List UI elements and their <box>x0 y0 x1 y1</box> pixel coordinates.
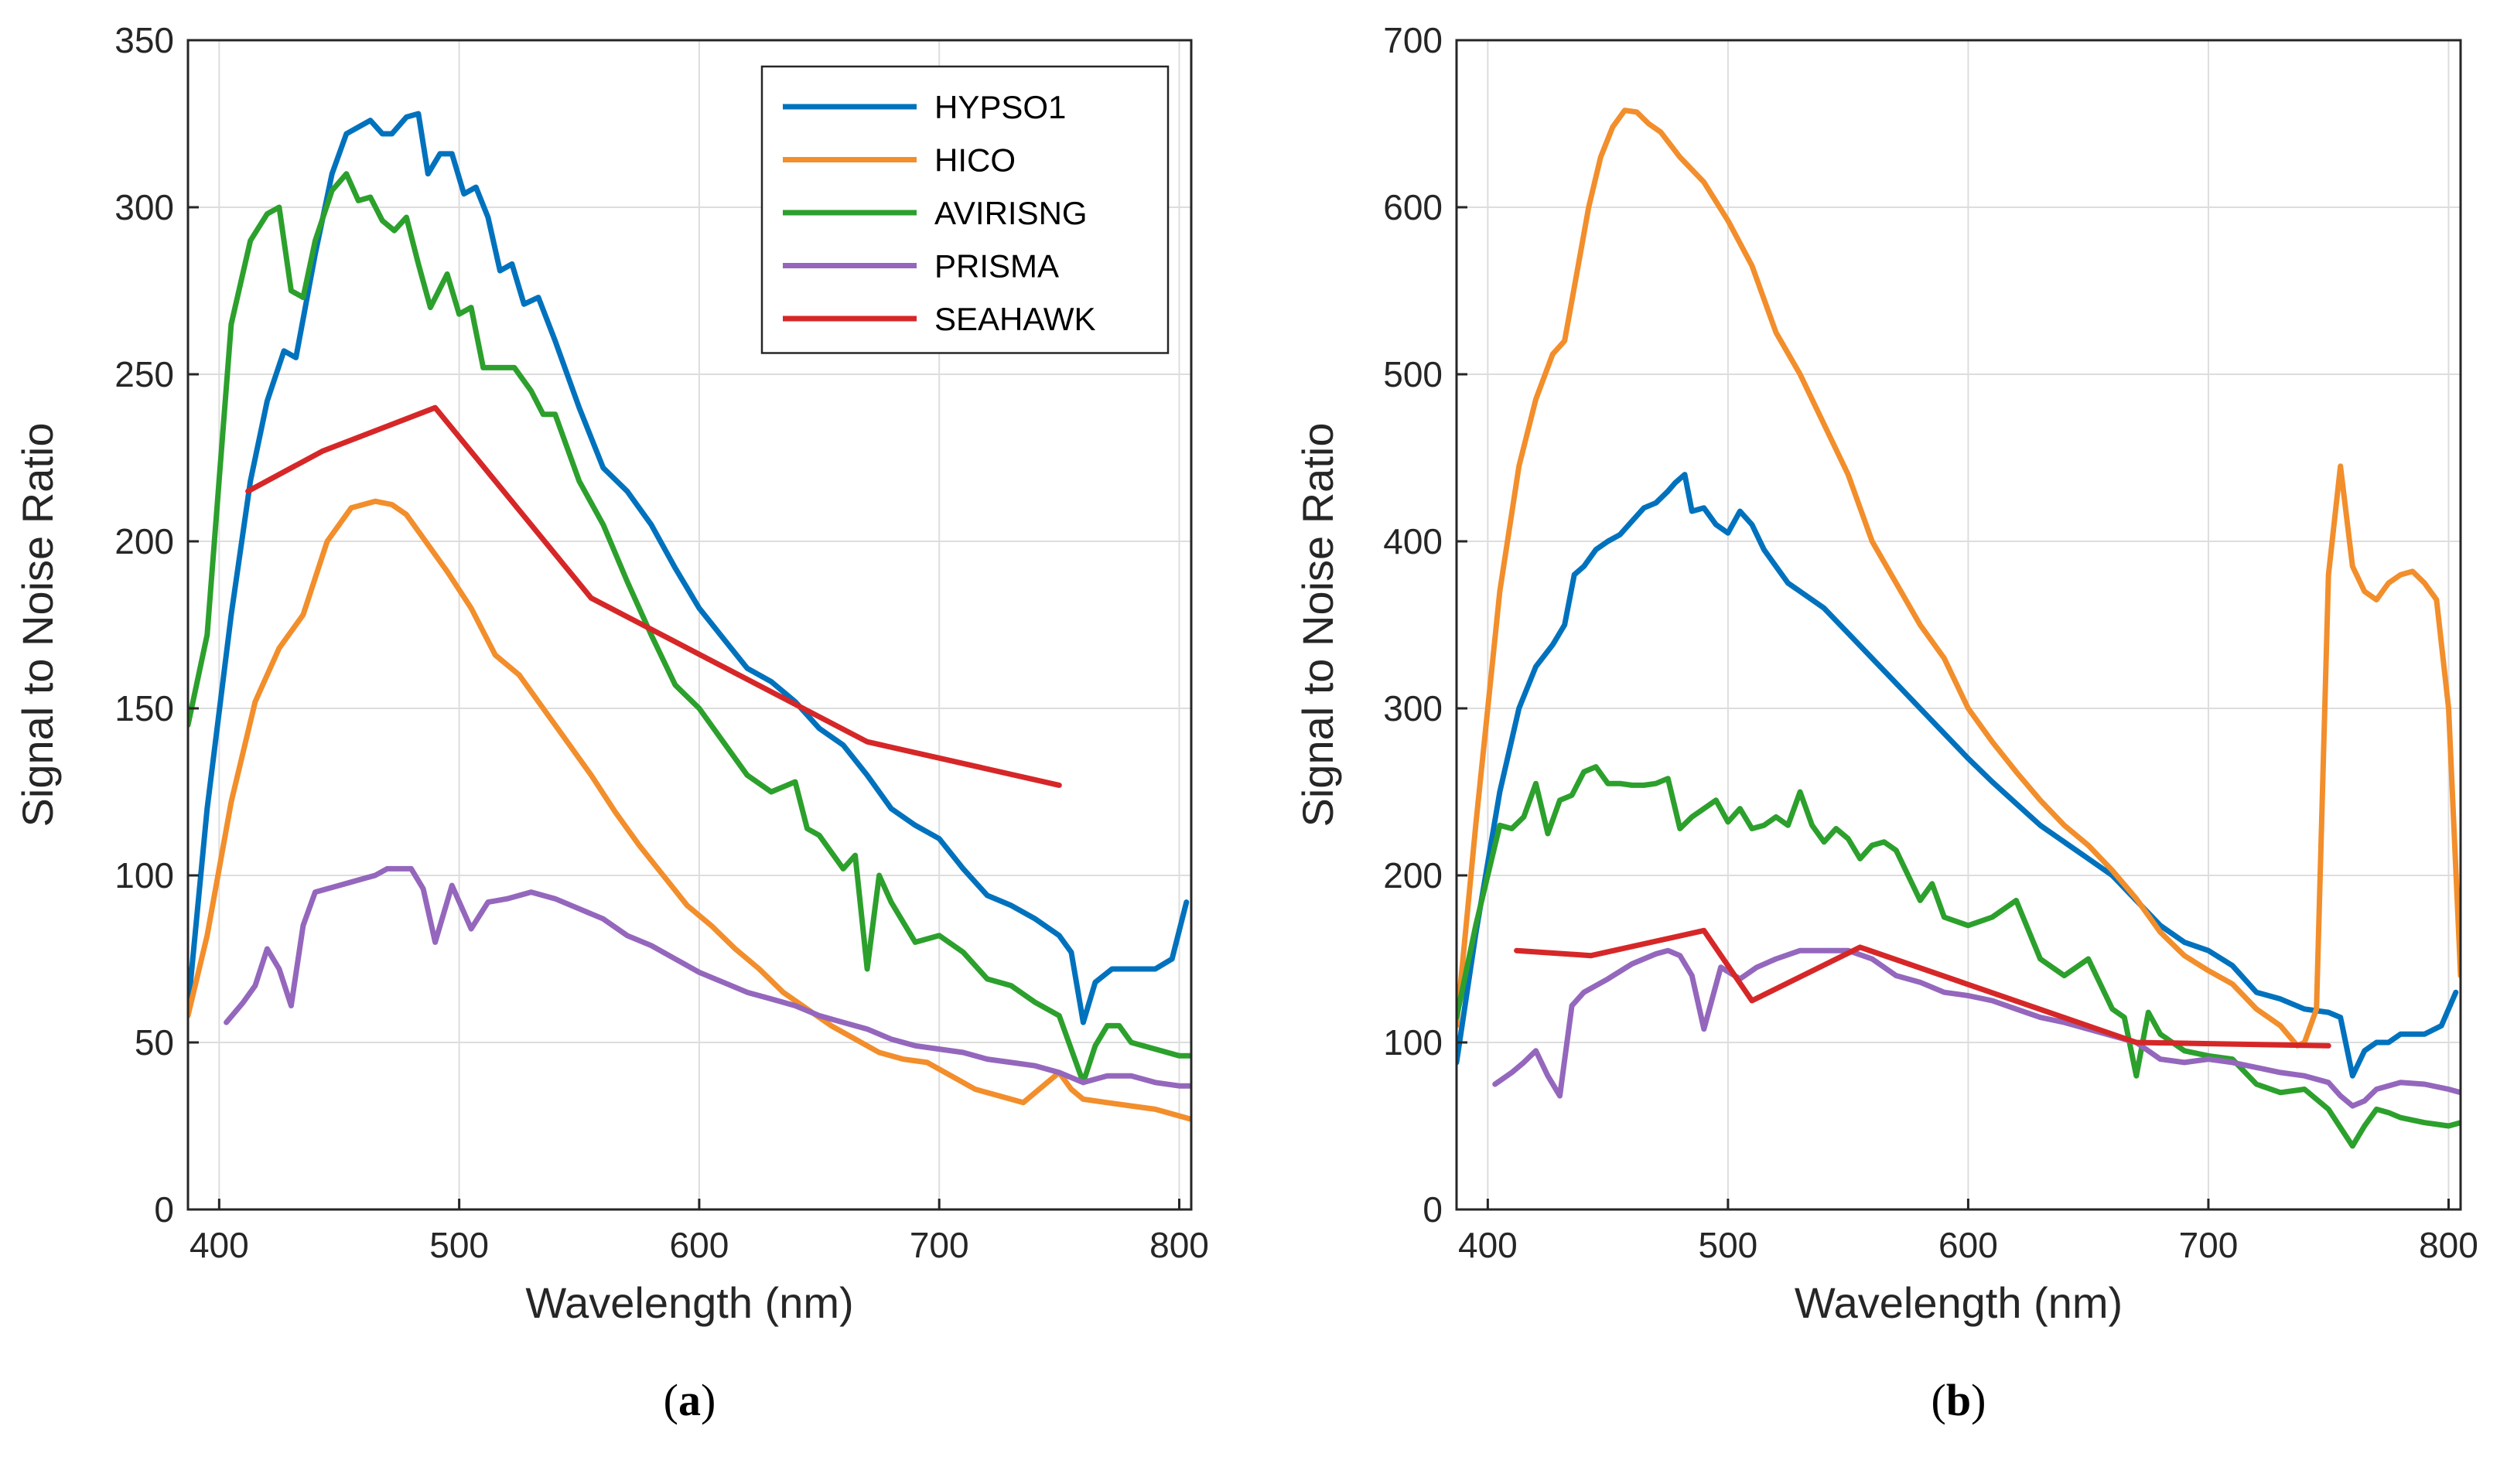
y-tick-label: 100 <box>1383 1022 1443 1063</box>
series-line-avirisng <box>1457 764 2461 1149</box>
legend-label-avirisng: AVIRISNG <box>934 195 1088 231</box>
x-tick-label: 400 <box>190 1225 249 1265</box>
series-line-hypso1 <box>1457 472 2459 1079</box>
series-line-hypso1 <box>188 111 1190 1025</box>
series-line-prisma <box>224 865 1191 1089</box>
y-tick-label: 100 <box>114 855 174 896</box>
y-axis-label-a: Signal to Noise Ratio <box>13 423 62 827</box>
y-tick-label: 350 <box>114 20 174 60</box>
legend: HYPSO1 HICO AVIRISNG PRISMA SEAHAWK <box>760 65 1170 354</box>
y-tick-label: 250 <box>114 354 174 394</box>
y-tick-label: 500 <box>1383 354 1443 394</box>
caption-a: (a) <box>664 1375 716 1425</box>
legend-label-hypso1: HYPSO1 <box>934 89 1066 125</box>
series-line-avirisng <box>188 171 1191 1086</box>
x-tick-label: 800 <box>1149 1225 1209 1265</box>
x-tick-label: 600 <box>670 1225 729 1265</box>
ticks-a: 400 500 600 700 800 0 50 100 150 200 250 300 350 <box>114 20 1209 1265</box>
legend-label-hico: HICO <box>934 142 1016 179</box>
x-tick-label: 600 <box>1938 1225 1998 1265</box>
x-axis-label-b: Wavelength (nm) <box>1795 1278 2123 1327</box>
x-tick-label: 500 <box>429 1225 489 1265</box>
chart-panel-b: 400 500 600 700 800 0 100 200 300 400 500 600 700 Wa… <box>1293 20 2478 1425</box>
legend-box <box>760 65 1170 354</box>
series-layer-b <box>1457 107 2461 1149</box>
y-tick-label: 300 <box>114 187 174 227</box>
series-line-hico <box>188 498 1191 1122</box>
series-line-seahawk <box>245 404 1062 788</box>
series-line-seahawk <box>1514 927 2331 1049</box>
axes-box-b <box>1455 39 2462 1211</box>
x-tick-label: 700 <box>2179 1225 2239 1265</box>
x-tick-label: 800 <box>2419 1225 2478 1265</box>
y-axis-label-b: Signal to Noise Ratio <box>1293 423 1342 827</box>
chart-panel-a: 400 500 600 700 800 0 50 100 150 200 250 300 350 Wav… <box>13 20 1209 1425</box>
axes-box-a <box>186 39 1193 1211</box>
y-tick-label: 150 <box>114 688 174 728</box>
y-tick-label: 400 <box>1383 521 1443 561</box>
legend-label-seahawk: SEAHAWK <box>934 301 1095 337</box>
series-layer-a <box>188 111 1191 1122</box>
series-line-hico <box>1457 107 2461 1049</box>
x-tick-label: 700 <box>910 1225 969 1265</box>
y-tick-label: 50 <box>135 1022 174 1063</box>
series-line-prisma <box>1492 947 2461 1109</box>
y-tick-label: 200 <box>114 521 174 561</box>
legend-label-prisma: PRISMA <box>934 248 1059 285</box>
y-tick-label: 700 <box>1383 20 1443 60</box>
y-tick-label: 300 <box>1383 688 1443 728</box>
y-tick-label: 0 <box>154 1189 174 1230</box>
y-tick-label: 200 <box>1383 855 1443 896</box>
ticks-b: 400 500 600 700 800 0 100 200 300 400 500 600 700 <box>1383 20 2478 1265</box>
y-tick-label: 600 <box>1383 187 1443 227</box>
x-tick-label: 500 <box>1699 1225 1758 1265</box>
caption-b: (b) <box>1931 1375 1986 1425</box>
y-tick-label: 0 <box>1423 1189 1443 1230</box>
x-axis-label-a: Wavelength (nm) <box>525 1278 853 1327</box>
x-tick-label: 400 <box>1458 1225 1518 1265</box>
